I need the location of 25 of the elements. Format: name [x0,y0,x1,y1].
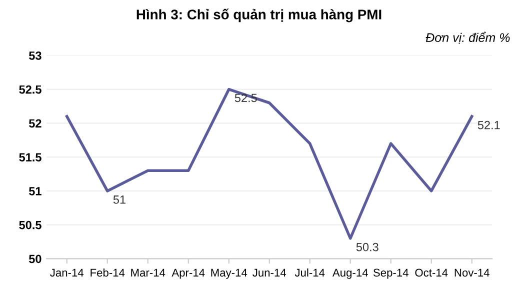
x-tick-label: May-14 [211,268,248,279]
x-tick-label: Apr-14 [172,268,205,279]
data-label: 51 [113,196,126,204]
x-tick-label: Feb-14 [90,268,125,277]
y-tick-label: 50.5 [19,220,42,230]
x-tick-label: Mar-14 [131,268,166,277]
data-label: 50.3 [356,242,378,252]
x-tick-label: Nov-14 [454,268,490,277]
x-tick-label: Aug-14 [332,268,368,279]
data-label: 52.5 [234,94,257,102]
y-tick-label: 51 [28,187,42,196]
x-tick-label: Jan-14 [50,268,84,277]
y-tick-label: 52.5 [19,85,42,94]
y-tick-label: 51.5 [19,153,42,162]
y-tick-label: 53 [28,51,42,60]
y-tick-label: 52 [28,119,42,128]
data-label: 52.1 [478,120,500,130]
y-tick-label: 50 [28,254,42,264]
x-tick-label: Sep-14 [373,268,408,279]
x-tick-label: Jun-14 [252,268,286,277]
x-tick-label: Oct-14 [415,268,448,277]
x-tick-label: Jul-14 [294,268,325,277]
chart-subtitle: Đơn vị: điểm % [426,32,510,44]
chart-title: Hình 3: Chỉ số quản trị mua hàng PMI [136,8,382,22]
line-series [65,88,474,240]
